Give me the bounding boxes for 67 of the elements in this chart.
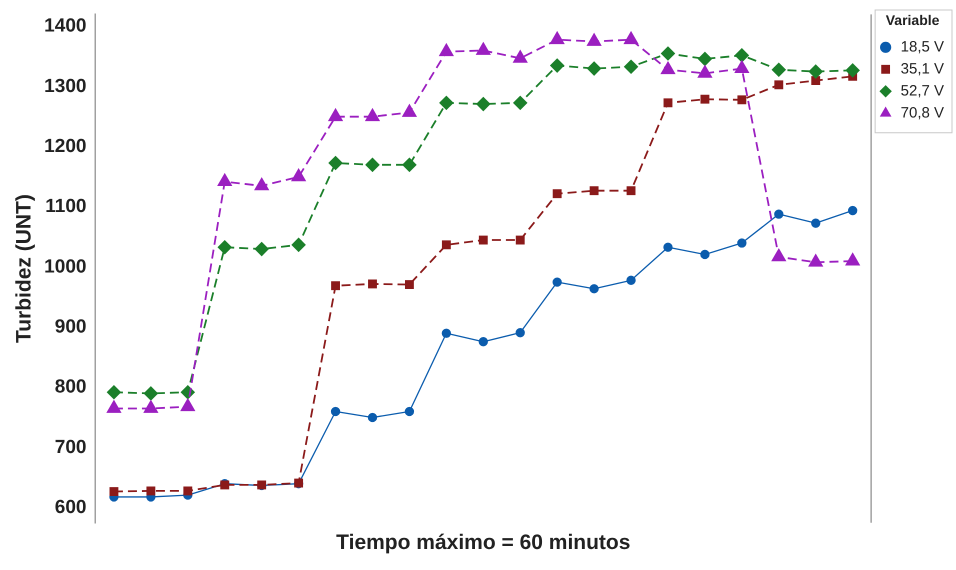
legend-label: 52,7 V	[900, 82, 944, 100]
point	[808, 64, 823, 78]
point	[552, 189, 562, 198]
point	[146, 486, 156, 496]
point	[811, 218, 820, 228]
point	[404, 406, 414, 416]
point	[700, 250, 710, 260]
point	[330, 406, 340, 416]
legend-label: 18,5 V	[900, 38, 944, 56]
point	[442, 328, 452, 338]
point	[698, 52, 712, 66]
y-tick-label: 700	[54, 436, 86, 458]
point	[700, 94, 710, 104]
y-tick-label: 1000	[44, 256, 86, 278]
point	[516, 328, 525, 338]
point	[664, 98, 672, 108]
point	[183, 486, 192, 496]
y-tick-label: 800	[54, 376, 86, 398]
point	[402, 158, 416, 172]
point	[550, 58, 564, 72]
point	[478, 337, 488, 346]
legend-label: 70,8 V	[900, 104, 944, 122]
point	[476, 97, 490, 111]
point	[737, 95, 746, 104]
y-tick-label: 600	[54, 496, 86, 518]
point	[254, 242, 269, 256]
point	[516, 236, 525, 244]
point	[552, 277, 562, 287]
point	[774, 80, 784, 90]
point	[590, 186, 599, 196]
point	[774, 210, 784, 219]
point	[478, 236, 488, 244]
y-tick-label: 1200	[44, 136, 86, 157]
legend-title: Variable	[886, 12, 940, 28]
point	[439, 96, 454, 110]
point	[846, 63, 860, 78]
y-tick-label: 1300	[44, 76, 86, 97]
point	[328, 156, 342, 170]
point	[661, 46, 675, 60]
point	[663, 242, 673, 252]
point	[734, 48, 749, 62]
legend-label: 35,1 V	[900, 60, 944, 78]
point	[626, 276, 636, 285]
point	[513, 96, 528, 110]
point	[624, 60, 638, 74]
point	[368, 280, 377, 288]
point	[589, 284, 599, 294]
point	[368, 412, 378, 422]
y-tick-label: 1400	[44, 16, 86, 37]
x-axis-title: Tiempo máximo = 60 minutos	[336, 531, 630, 554]
point	[848, 206, 858, 216]
point	[292, 238, 306, 252]
point	[366, 158, 380, 172]
point	[331, 281, 340, 290]
point	[107, 385, 121, 400]
point	[442, 240, 451, 250]
y-tick-label: 1100	[45, 196, 86, 218]
y-tick-label: 900	[54, 316, 86, 338]
y-axis-title: Turbidez (UNT)	[12, 194, 36, 344]
point	[144, 386, 158, 400]
point	[737, 238, 747, 248]
point	[218, 240, 232, 254]
point	[110, 487, 118, 496]
point	[772, 62, 786, 77]
point	[626, 186, 636, 196]
point	[587, 62, 602, 76]
point	[404, 280, 414, 289]
